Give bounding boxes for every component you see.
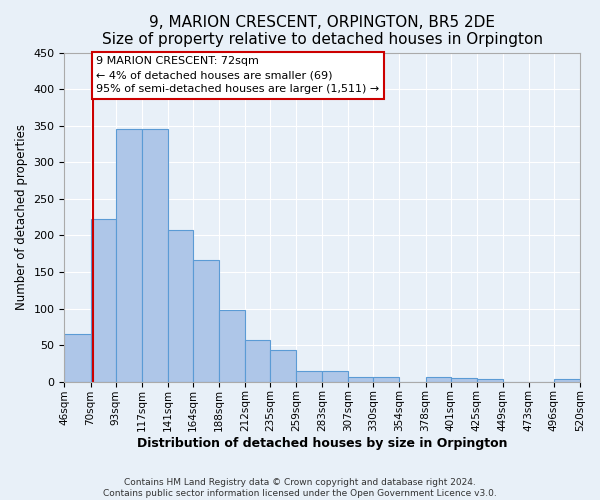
Bar xyxy=(554,380,580,382)
Bar xyxy=(219,310,245,382)
Bar xyxy=(476,379,503,382)
Bar xyxy=(142,130,168,382)
Title: 9, MARION CRESCENT, ORPINGTON, BR5 2DE
Size of property relative to detached hou: 9, MARION CRESCENT, ORPINGTON, BR5 2DE S… xyxy=(102,15,543,48)
X-axis label: Distribution of detached houses by size in Orpington: Distribution of detached houses by size … xyxy=(137,437,508,450)
Y-axis label: Number of detached properties: Number of detached properties xyxy=(15,124,28,310)
Text: Contains HM Land Registry data © Crown copyright and database right 2024.
Contai: Contains HM Land Registry data © Crown c… xyxy=(103,478,497,498)
Bar xyxy=(270,350,296,382)
Bar xyxy=(168,230,193,382)
Bar xyxy=(91,218,116,382)
Bar xyxy=(451,378,476,382)
Bar xyxy=(116,129,142,382)
Bar xyxy=(373,376,400,382)
Bar xyxy=(349,376,373,382)
Text: 9 MARION CRESCENT: 72sqm
← 4% of detached houses are smaller (69)
95% of semi-de: 9 MARION CRESCENT: 72sqm ← 4% of detache… xyxy=(96,56,379,94)
Bar xyxy=(245,340,270,382)
Bar xyxy=(425,376,451,382)
Bar xyxy=(322,370,349,382)
Bar xyxy=(64,334,91,382)
Bar xyxy=(296,370,322,382)
Bar xyxy=(193,260,219,382)
